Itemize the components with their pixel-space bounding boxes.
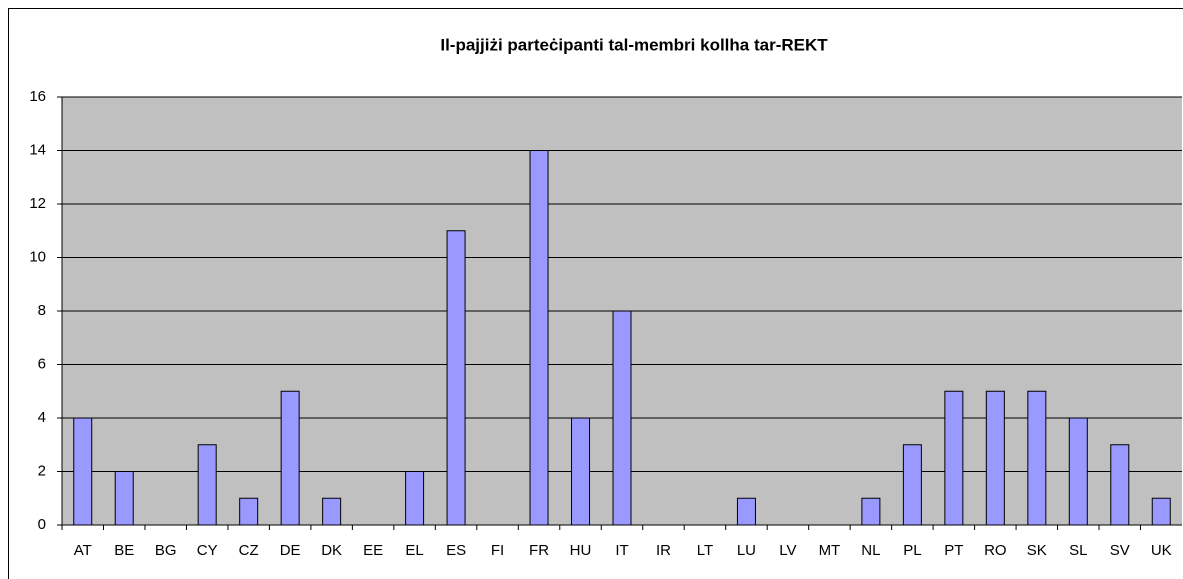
x-tick-label: BE: [114, 542, 134, 559]
bar: [944, 390, 964, 526]
x-tick-label: EE: [363, 542, 383, 559]
bar: [1151, 497, 1171, 526]
x-tick-label: IT: [615, 542, 628, 559]
bar: [322, 497, 342, 526]
x-tick-label: PT: [944, 542, 963, 559]
x-tick-label: FR: [529, 542, 549, 559]
bar: [239, 497, 259, 526]
x-tick-label: BG: [155, 542, 177, 559]
bar: [446, 230, 466, 526]
bar: [114, 471, 134, 526]
bar: [612, 310, 632, 526]
y-tick-label: 8: [38, 302, 46, 319]
x-tick-label: SK: [1027, 542, 1047, 559]
x-tick-label: LT: [697, 542, 713, 559]
x-tick-label: CY: [197, 542, 218, 559]
bar: [736, 497, 756, 526]
bar: [1027, 390, 1047, 526]
x-tick-label: EL: [405, 542, 423, 559]
chart-title: Il-pajjiżi parteċipanti tal-membri kollh…: [440, 35, 828, 54]
x-tick-label: HU: [570, 542, 592, 559]
x-tick-label: CZ: [239, 542, 259, 559]
y-tick-label: 2: [38, 462, 46, 479]
x-tick-label: LV: [779, 542, 796, 559]
x-tick-label: UK: [1151, 542, 1172, 559]
y-tick-label: 6: [38, 355, 46, 372]
y-tick-label: 12: [29, 195, 46, 212]
y-tick-label: 14: [29, 141, 46, 158]
x-tick-label: RO: [984, 542, 1007, 559]
x-tick-label: DE: [280, 542, 301, 559]
x-tick-label: PL: [903, 542, 921, 559]
x-tick-label: NL: [861, 542, 880, 559]
bar: [405, 471, 425, 526]
x-tick-label: FI: [491, 542, 504, 559]
bar: [861, 497, 881, 526]
x-tick-label: SL: [1069, 542, 1087, 559]
x-tick-label: LU: [737, 542, 756, 559]
bar: [1110, 444, 1130, 526]
bar: [73, 417, 93, 526]
y-tick-label: 16: [29, 88, 46, 105]
bar: [280, 390, 300, 526]
y-tick-label: 10: [29, 248, 46, 265]
x-tick-label: AT: [74, 542, 92, 559]
bar: [571, 417, 591, 526]
bar: [1068, 417, 1088, 526]
x-tick-label: SV: [1110, 542, 1130, 559]
y-tick-label: 0: [38, 516, 46, 533]
x-tick-label: ES: [446, 542, 466, 559]
y-tick-label: 4: [38, 409, 46, 426]
bar: [529, 150, 549, 526]
x-tick-label: IR: [656, 542, 671, 559]
bar: [902, 444, 922, 526]
x-tick-label: DK: [321, 542, 342, 559]
x-tick-label: MT: [819, 542, 841, 559]
bar: [985, 390, 1005, 526]
bar: [197, 444, 217, 526]
